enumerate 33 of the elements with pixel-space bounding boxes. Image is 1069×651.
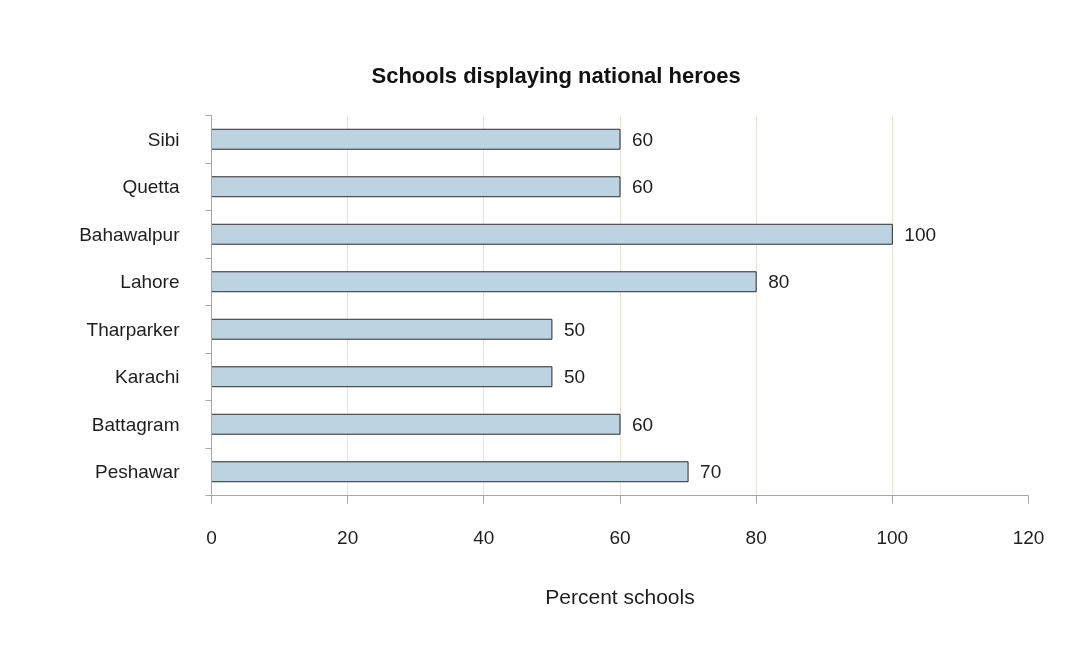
y-tick-label: Karachi [115,366,180,388]
data-label: 50 [563,318,586,340]
x-tick-label: 100 [876,526,909,548]
y-tick-label: Sibi [147,128,180,150]
x-axis-title: Percent schools [545,584,695,608]
x-tick-label: 120 [1012,526,1045,548]
x-tick-label: 60 [609,526,631,548]
y-tick-label: Tharparker [86,318,181,340]
data-label: 60 [632,128,654,150]
y-tick-label: Quetta [122,176,180,198]
data-label: 60 [632,413,654,435]
y-tick-label: Battagram [91,413,180,435]
data-label: 70 [700,461,722,483]
chart-title: Schools displaying national heroes [371,62,741,88]
data-label: 100 [904,223,937,245]
data-label: 60 [632,176,654,198]
y-tick-label: Bahawalpur [79,223,181,245]
x-tick-label: 40 [473,526,495,548]
x-tick-label: 80 [745,526,767,548]
bar [211,318,553,340]
bar [211,271,757,293]
bar [211,128,621,150]
data-label: 80 [768,271,790,293]
bar [211,413,621,435]
bar [211,366,553,388]
data-label: 50 [563,366,586,388]
y-tick-label: Peshawar [95,461,181,483]
bar [211,176,621,198]
y-tick-label: Lahore [120,271,180,293]
bar [211,461,689,483]
x-tick-label: 20 [337,526,359,548]
bar [211,223,893,245]
x-tick-label: 0 [206,526,217,548]
